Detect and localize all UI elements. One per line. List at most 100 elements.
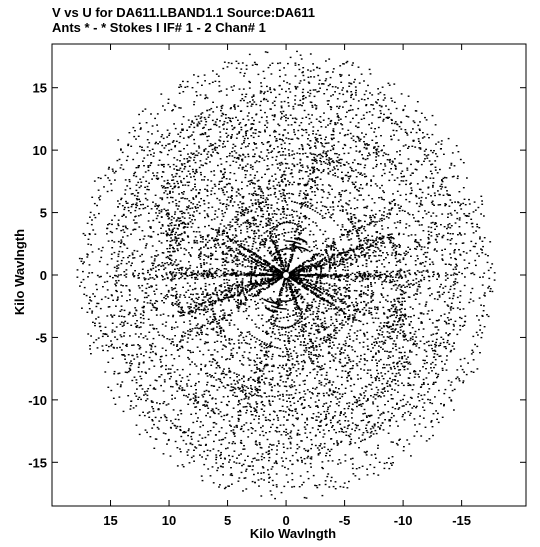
uv-point — [278, 256, 280, 258]
uv-point — [394, 257, 397, 260]
uv-point — [299, 233, 301, 235]
uv-point — [294, 275, 297, 277]
uv-point — [276, 253, 279, 255]
uv-point — [297, 265, 300, 268]
uv-point — [241, 203, 243, 205]
uv-point — [323, 336, 326, 338]
uv-point — [294, 75, 297, 77]
uv-point — [196, 308, 199, 310]
uv-point — [258, 292, 261, 295]
uv-point — [440, 283, 442, 286]
uv-point — [277, 277, 279, 280]
uv-point — [182, 221, 184, 224]
uv-point — [283, 269, 285, 271]
uv-point — [367, 97, 369, 100]
uv-point — [330, 108, 332, 111]
uv-point — [402, 109, 405, 112]
uv-point — [221, 318, 224, 321]
uv-point — [330, 244, 333, 247]
uv-point — [304, 205, 306, 207]
uv-point — [236, 287, 239, 289]
uv-point — [341, 263, 344, 266]
uv-point — [278, 93, 281, 96]
uv-point — [324, 273, 327, 275]
uv-point — [227, 224, 230, 226]
uv-point — [327, 274, 329, 276]
uv-point — [292, 292, 294, 294]
uv-point — [137, 274, 140, 277]
uv-point — [254, 252, 257, 254]
uv-point — [190, 152, 193, 154]
uv-point — [133, 194, 136, 197]
uv-point — [307, 275, 310, 277]
uv-point — [450, 349, 453, 352]
uv-point — [288, 280, 291, 282]
uv-point — [318, 79, 321, 81]
uv-point — [236, 306, 239, 309]
uv-point — [245, 405, 248, 408]
uv-point — [200, 266, 203, 268]
uv-point — [227, 314, 230, 316]
uv-point — [289, 404, 292, 407]
uv-point — [360, 285, 363, 287]
uv-point — [188, 252, 190, 254]
uv-point — [384, 404, 386, 406]
uv-point — [324, 257, 326, 260]
uv-point — [384, 339, 387, 342]
uv-point — [328, 352, 331, 354]
uv-point — [356, 246, 358, 249]
uv-point — [187, 449, 190, 451]
uv-point — [269, 280, 272, 282]
uv-point — [311, 159, 313, 161]
uv-point — [381, 283, 383, 286]
uv-point — [260, 291, 262, 293]
uv-point — [358, 342, 361, 344]
uv-point — [369, 414, 372, 417]
uv-point — [220, 318, 223, 320]
uv-point — [219, 304, 222, 306]
uv-point — [357, 309, 360, 311]
uv-point — [455, 258, 457, 261]
uv-point — [264, 273, 267, 276]
uv-point — [277, 221, 280, 224]
uv-point — [246, 163, 249, 165]
uv-point — [181, 387, 184, 389]
uv-point — [368, 257, 370, 259]
uv-point — [423, 276, 426, 279]
uv-point — [179, 267, 181, 269]
uv-point — [216, 323, 219, 325]
uv-point — [302, 283, 305, 285]
uv-point — [191, 361, 193, 363]
uv-point — [287, 339, 290, 342]
uv-point — [257, 201, 260, 203]
uv-point — [304, 393, 307, 395]
uv-point — [325, 78, 328, 80]
uv-point — [226, 247, 229, 249]
uv-point — [201, 241, 204, 243]
uv-point — [267, 278, 269, 281]
uv-point — [310, 269, 312, 272]
uv-point — [178, 242, 180, 244]
uv-point — [251, 282, 254, 285]
uv-point — [327, 294, 330, 297]
uv-point — [253, 364, 256, 366]
uv-point — [281, 405, 284, 407]
uv-point — [285, 290, 288, 293]
uv-point — [132, 315, 134, 317]
uv-point — [237, 218, 240, 220]
uv-point — [120, 262, 123, 265]
uv-point — [313, 322, 315, 325]
uv-point — [293, 385, 296, 387]
uv-point — [321, 274, 324, 276]
uv-point — [265, 204, 268, 206]
uv-point — [253, 273, 255, 275]
uv-point — [349, 132, 352, 135]
uv-point — [455, 263, 458, 265]
uv-point — [280, 262, 283, 264]
uv-point — [346, 236, 349, 238]
uv-point — [388, 281, 391, 284]
uv-point — [197, 270, 199, 272]
uv-point — [247, 259, 250, 262]
uv-point — [207, 256, 210, 259]
uv-point — [243, 140, 246, 142]
